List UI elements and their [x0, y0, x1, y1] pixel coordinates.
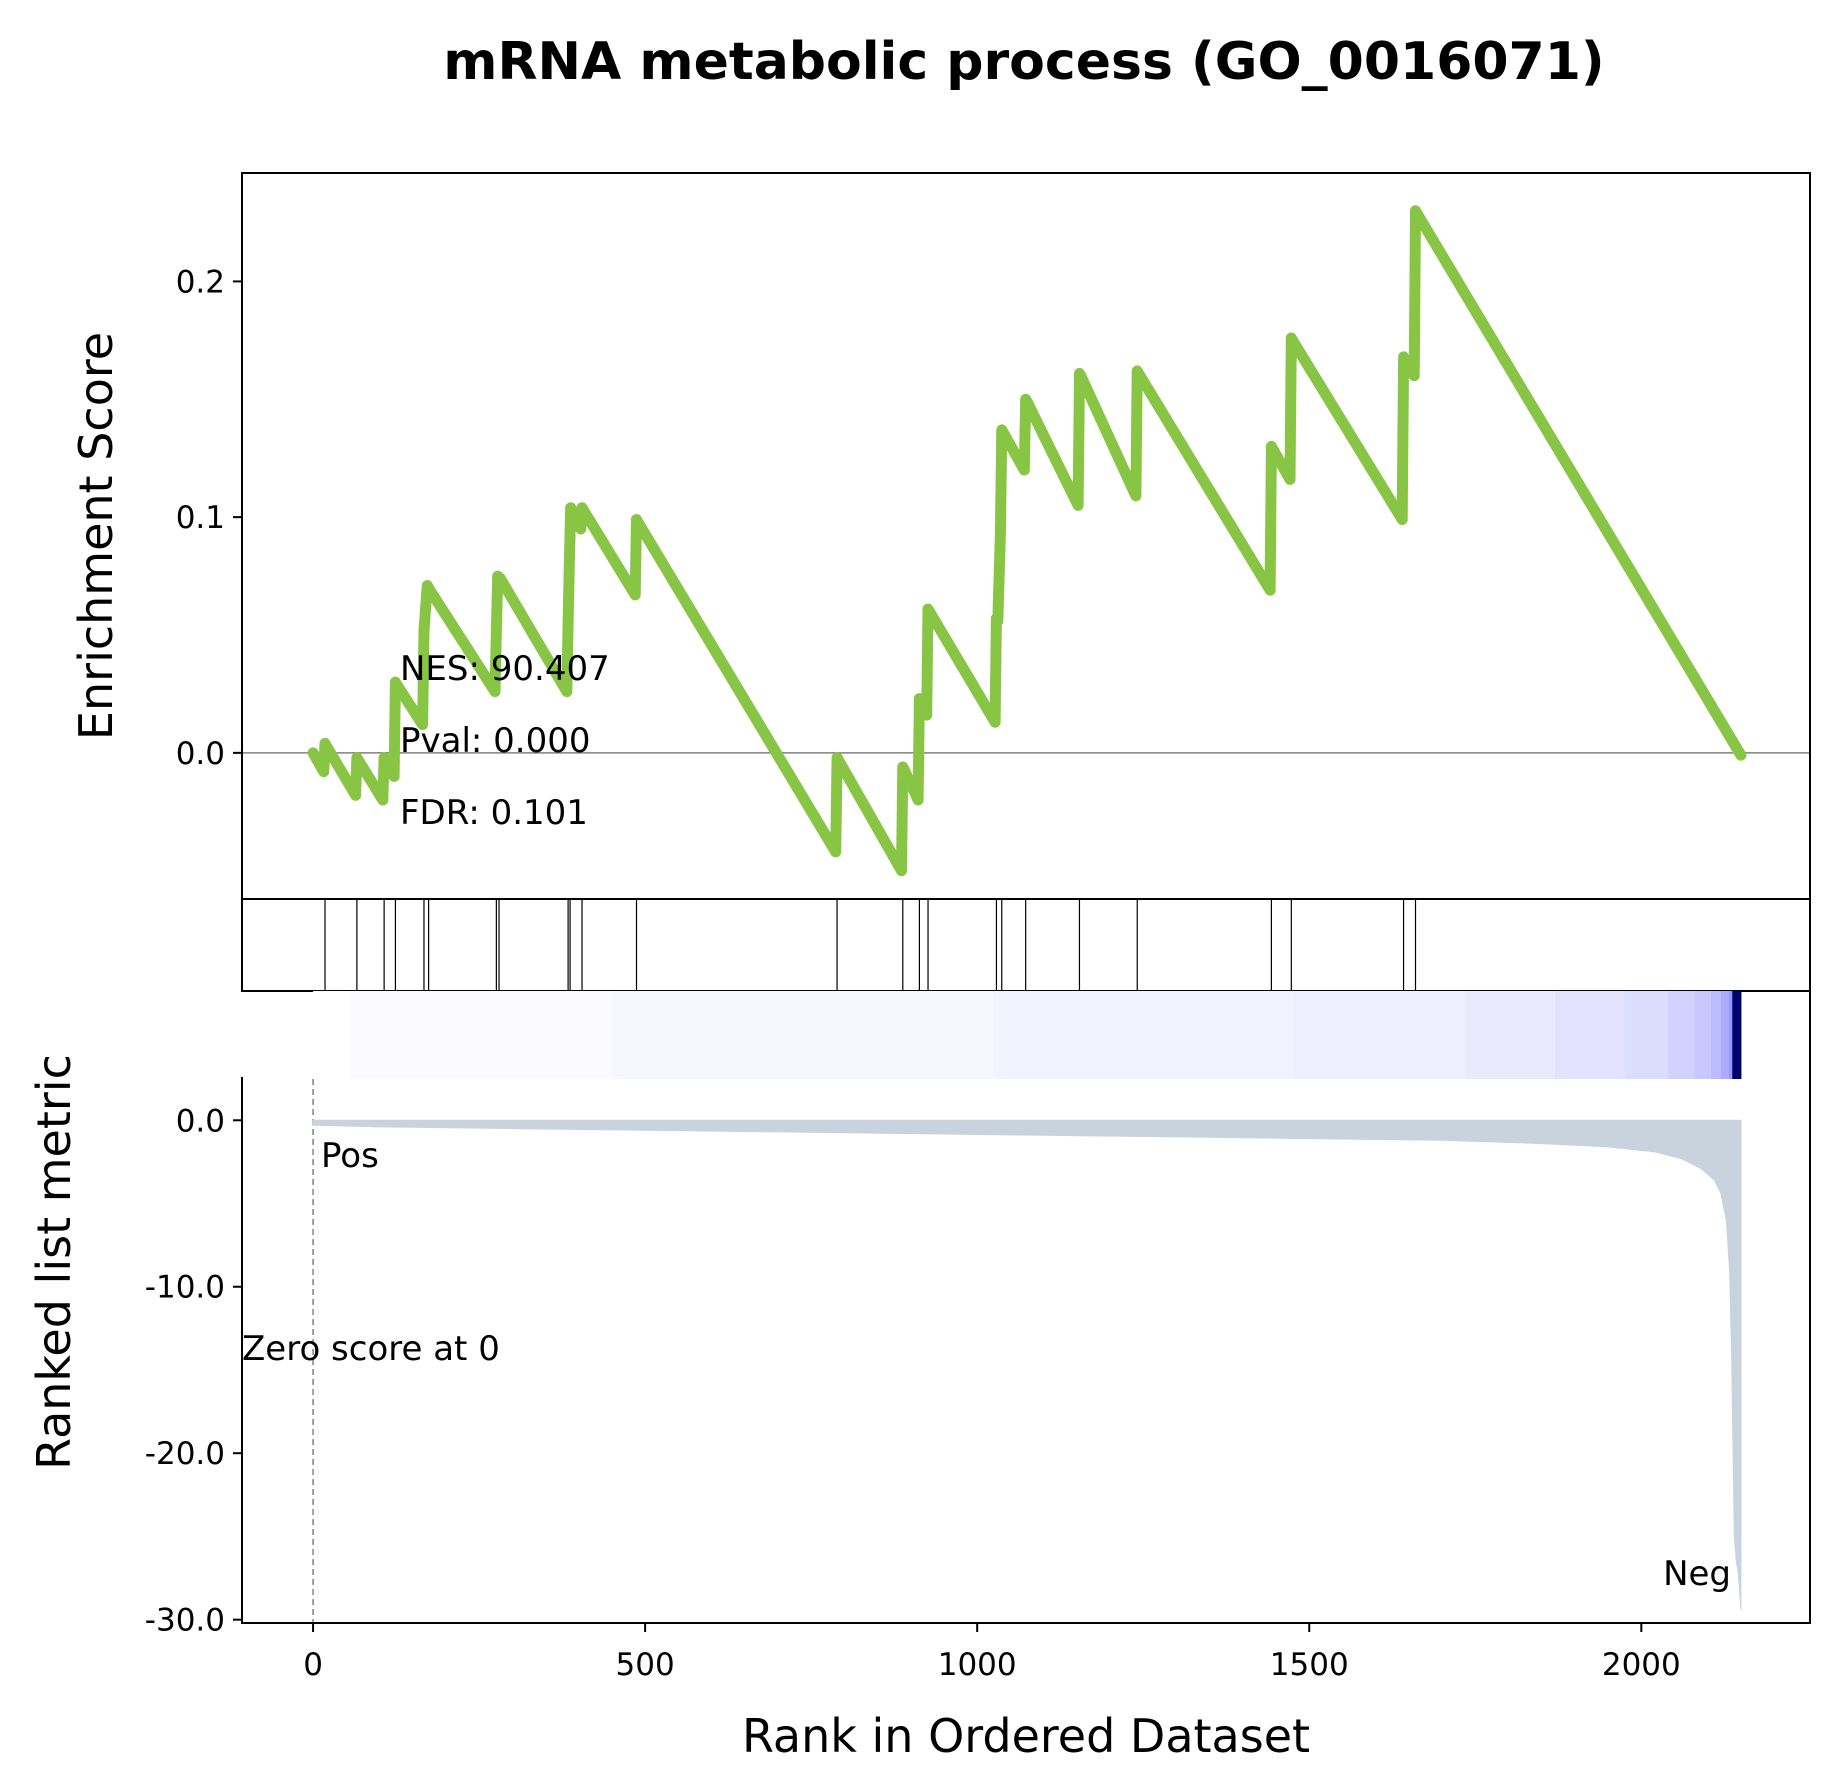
- es-panel-frame: [241, 172, 1811, 900]
- color-bar-segment: [1721, 991, 1730, 1079]
- x-tick-label: 1500: [1270, 1647, 1349, 1683]
- pval-label: Pval: 0.000: [400, 721, 591, 761]
- neg-label: Neg: [1663, 1554, 1731, 1594]
- chart-title: mRNA metabolic process (GO_0016071): [443, 32, 1604, 92]
- color-bar-segment: [1465, 991, 1556, 1079]
- metric-y-tick-label: -30.0: [145, 1603, 225, 1639]
- color-bar-segment: [1728, 991, 1733, 1079]
- hits-panel: [241, 898, 1811, 992]
- es-y-ticks: 0.0 0.1 0.2: [176, 264, 242, 772]
- color-bar-segment: [349, 991, 613, 1079]
- rank-color-bar: [313, 991, 1742, 1079]
- metric-y-tick-label: -10.0: [145, 1270, 225, 1306]
- zero-score-label: Zero score at 0: [242, 1329, 500, 1369]
- metric-panel: 0.0-10.0-20.0-30.0 0 500 1000 1500 2000 Pos …: [145, 991, 1811, 1683]
- pos-label: Pos: [321, 1136, 379, 1176]
- hit-markers: [324, 899, 1417, 991]
- metric-y-axis-label: Ranked list metric: [27, 1054, 81, 1470]
- color-bar-segment: [313, 991, 351, 1079]
- x-axis-label: Rank in Ordered Dataset: [742, 1709, 1310, 1763]
- x-tick-label: 500: [616, 1647, 675, 1683]
- metric-panel-frame: [241, 991, 1811, 1624]
- x-tick-label: 2000: [1602, 1647, 1681, 1683]
- color-bar-segment: [993, 991, 1294, 1079]
- x-tick-label: 0: [303, 1647, 323, 1683]
- metric-y-tick-label: -20.0: [145, 1436, 225, 1472]
- color-bar-segment: [611, 991, 995, 1079]
- x-ticks: 0 500 1000 1500 2000: [303, 1623, 1681, 1683]
- color-bar-segment: [1667, 991, 1695, 1079]
- color-bar-segment: [1554, 991, 1626, 1079]
- metric-y-tick-label: 0.0: [176, 1103, 225, 1139]
- es-y-axis-label: Enrichment Score: [69, 332, 123, 740]
- ranked-metric-area: [312, 1119, 1742, 1610]
- x-tick-label: 1000: [938, 1647, 1017, 1683]
- color-bar-segment: [1624, 991, 1669, 1079]
- fdr-label: FDR: 0.101: [400, 793, 588, 833]
- color-bar-segment: [1732, 991, 1742, 1079]
- nes-label: NES: 90.407: [400, 649, 610, 689]
- color-bar-segment: [1711, 991, 1722, 1079]
- es-y-tick-label: 0.2: [176, 264, 225, 300]
- es-y-tick-label: 0.0: [176, 736, 225, 772]
- color-bar-segment: [1292, 991, 1466, 1079]
- metric-y-ticks: 0.0 -10.0 -20.0 -30.0: [145, 1103, 242, 1639]
- es-panel: 0.0 0.1 0.2 NES: 90.407 Pval: 0.000 FDR: 0…: [176, 172, 1811, 900]
- color-bar-segment: [1694, 991, 1712, 1079]
- es-y-tick-label: 0.1: [176, 500, 225, 536]
- running-es-line: [307, 205, 1747, 877]
